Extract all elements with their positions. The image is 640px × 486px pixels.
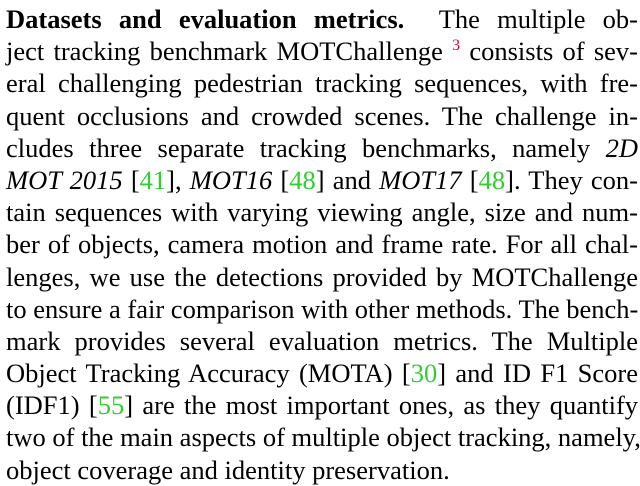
text-run: and ID F1 Score	[455, 358, 639, 389]
text-line: lenges, we use the detections provided b…	[6, 261, 638, 292]
text-line: Object Tracking Accuracy (MOTA) [30] and…	[6, 358, 639, 389]
citation-link[interactable]: 48	[289, 164, 316, 195]
text-line: MOT 2015 [41], MOT16 [48] and MOT17 [48]…	[6, 164, 638, 195]
italic-term: MOT17	[379, 164, 462, 195]
text-line: ber of objects, camera motion and frame …	[6, 229, 638, 260]
citation-link[interactable]: 41	[139, 164, 167, 195]
text-line: (IDF1) [55] are the most important ones,…	[6, 390, 639, 421]
text-run: The multiple ob-	[438, 4, 638, 34]
text-line: cludes three separate tracking benchmark…	[6, 132, 638, 164]
italic-term: 2D	[605, 132, 638, 163]
text-line: two of the main aspects of multiple obje…	[6, 422, 640, 453]
citation-link[interactable]: 48	[478, 164, 506, 195]
paragraph-datasets-metrics: Datasets and evaluation metrics. The mul…	[6, 3, 640, 486]
text-line: object coverage and identity preservatio…	[6, 454, 450, 485]
citation-link[interactable]: 30	[410, 358, 438, 389]
paragraph-heading: Datasets and evaluation metrics.	[6, 4, 405, 34]
text-line: to ensure a fair comparison with other m…	[6, 293, 639, 324]
text-run: are the most important ones, as they qua…	[142, 390, 639, 421]
text-run: They con-	[528, 164, 638, 195]
text-line: Datasets and evaluation metrics. The mul…	[6, 3, 638, 35]
text-line: eral challenging pedestrian tracking seq…	[6, 68, 638, 99]
text-run: and	[332, 164, 371, 195]
footnote-marker[interactable]: 3	[452, 37, 461, 55]
text-run: Object Tracking Accuracy (MOTA)	[6, 358, 393, 389]
text-run: cludes three separate tracking benchmark…	[6, 132, 591, 163]
text-line: ject tracking benchmark MOTChallenge 3 c…	[6, 35, 638, 67]
text-run: consists of sev-	[469, 36, 638, 67]
text-run: ject tracking benchmark MOTChallenge	[6, 36, 443, 67]
text-line: mark provides several evaluation metrics…	[6, 325, 638, 356]
text-run: (IDF1)	[6, 390, 80, 421]
text-line: quent occlusions and crowded scenes. The…	[6, 100, 638, 131]
italic-term: MOT 2015	[6, 164, 123, 195]
text-line: tain sequences with varying viewing angl…	[6, 197, 638, 228]
italic-term: MOT16	[189, 164, 273, 195]
citation-link[interactable]: 55	[97, 390, 125, 421]
